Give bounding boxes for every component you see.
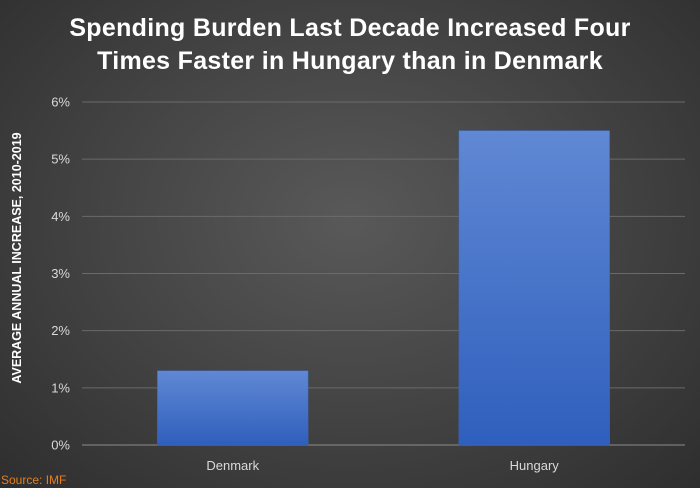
y-tick-label-2: 2% xyxy=(51,323,70,338)
bars xyxy=(157,130,610,446)
y-tick-label-0: 0% xyxy=(51,438,70,453)
y-tick-label-6: 6% xyxy=(51,95,70,110)
x-category-labels: Denmark Hungary xyxy=(206,458,559,473)
bar-denmark xyxy=(157,370,309,446)
y-tick-label-4: 4% xyxy=(51,209,70,224)
y-tick-label-1: 1% xyxy=(51,380,70,395)
chart-title: Spending Burden Last Decade Increased Fo… xyxy=(0,12,700,78)
y-tick-label-5: 5% xyxy=(51,152,70,167)
chart-title-line-2: Times Faster in Hungary than in Denmark xyxy=(97,47,603,75)
y-tick-labels: 0% 1% 2% 3% 4% 5% 6% xyxy=(51,95,70,453)
bar-hungary xyxy=(458,130,610,446)
x-category-label-hungary: Hungary xyxy=(510,458,560,473)
y-tick-label-3: 3% xyxy=(51,266,70,281)
source-note: Source: IMF xyxy=(1,473,67,487)
x-category-label-denmark: Denmark xyxy=(206,458,259,473)
chart-title-line-1: Spending Burden Last Decade Increased Fo… xyxy=(69,14,631,42)
